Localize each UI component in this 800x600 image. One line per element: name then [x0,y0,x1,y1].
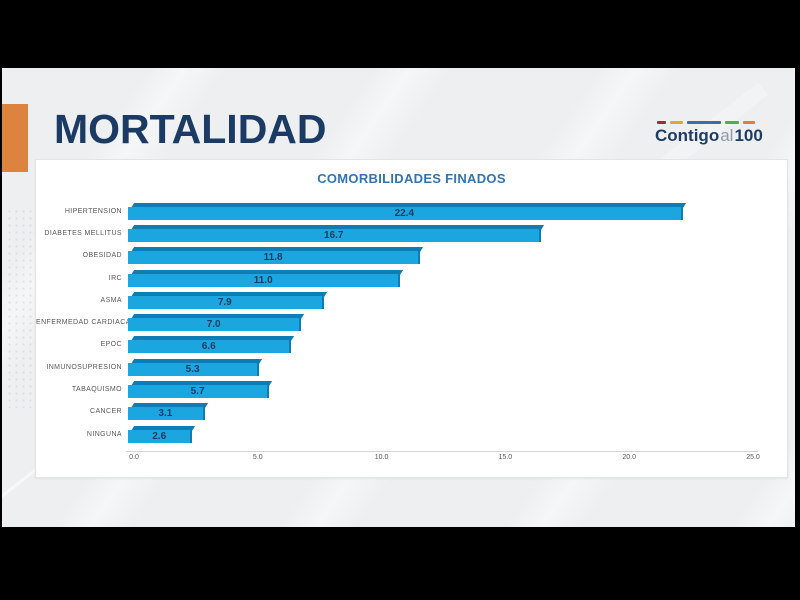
bar-bevel-side [679,206,683,220]
bar-value-label: 22.4 [394,207,415,219]
bar-value-label: 7.9 [217,296,232,308]
category-label: ENFERMEDAD CARDIACA [36,319,131,327]
bar-bevel-side [417,251,421,265]
bar: 2.6 [128,425,196,443]
chart-row: OBESIDAD 11.8 [36,245,781,267]
contigo-al-100-logo: Contigoal100 [655,120,765,146]
category-label: DIABETES MELLITUS [44,229,122,237]
category-label: TABAQUISMO [71,386,122,394]
chart-row: EPOC 6.6 [36,334,781,356]
bar-bevel-side [256,362,260,376]
chart-row: INMUNOSUPRESION 5.3 [36,356,781,378]
x-tick-label: 5.0 [252,454,263,461]
bar-face: 5.3 [128,362,258,376]
bar: 16.7 [128,224,545,242]
dash-darkred [657,120,666,124]
x-tick-label: 0.0 [129,454,139,461]
dash-blue [687,120,721,124]
bar: 22.4 [128,202,686,220]
logo-word-contigo: Contigo [655,126,720,145]
category-label: IRC [108,274,122,282]
bar-face: 11.8 [128,251,419,265]
x-tick-label: 20.0 [622,454,636,461]
bar-face: 11.0 [128,273,399,287]
chart-row: IRC 11.0 [36,267,781,289]
category-label: EPOC [100,341,122,349]
orange-accent-block [2,104,28,172]
chart-card: COMORBILIDADES FINADOS HIPERTENSION 22.4 D… [35,159,788,478]
bar: 6.6 [128,336,295,354]
bar-value-label: 3.1 [158,408,173,420]
logo-dashes [657,120,765,124]
category-label: INMUNOSUPRESION [46,363,122,371]
category-label: ASMA [100,296,122,304]
chart-row: ENFERMEDAD CARDIACA 7.0 [36,311,781,333]
chart-title: COMORBILIDADES FINADOS [317,171,506,186]
bar: 11.0 [128,269,404,287]
bar-face: 22.4 [128,206,681,220]
bar-face: 3.1 [128,407,203,421]
bar-face: 2.6 [128,429,191,443]
x-axis-ticks: 0.0 5.0 10.0 15.0 20.0 25.0 [36,454,787,466]
bar-chart: HIPERTENSION 22.4 DIABETES MELLITUS 16.7 OBE… [36,200,781,445]
bar-bevel-side [201,407,205,421]
slide: MORTALIDAD Contigoal100 COMORBILIDADES F… [2,68,795,527]
category-label: CANCER [90,408,122,416]
dash-green [725,120,739,124]
bar: 5.3 [128,358,263,376]
bar: 5.7 [128,381,273,399]
chart-row: CANCER 3.1 [36,401,781,423]
bar: 7.0 [128,314,305,332]
dash-amber [670,120,683,124]
bar-face: 16.7 [128,228,540,242]
category-label: HIPERTENSION [64,207,122,215]
bar-bevel-side [320,295,324,309]
bar-face: 7.0 [128,318,300,332]
dash-orange [743,120,755,124]
category-label: OBESIDAD [82,252,122,260]
x-tick-label: 10.0 [374,454,389,461]
bar-bevel-side [298,318,302,332]
bar-value-label: 5.7 [190,386,205,398]
bar-bevel-side [266,385,270,399]
x-tick-label: 15.0 [498,454,513,461]
logo-text: Contigoal100 [655,126,765,146]
bar-bevel-side [189,429,193,443]
bar: 11.8 [128,247,424,265]
chart-row: NINGUNA 2.6 [36,423,781,445]
chart-row: TABAQUISMO 5.7 [36,378,781,400]
chart-row: DIABETES MELLITUS 16.7 [36,222,781,244]
logo-word-al: al [720,126,734,145]
bar: 7.9 [128,291,327,309]
bar: 3.1 [128,403,208,421]
bar-value-label: 11.0 [253,274,273,286]
bar-value-label: 2.6 [152,430,167,442]
page-title: MORTALIDAD [54,106,327,152]
category-label: NINGUNA [86,430,122,438]
bar-value-label: 7.0 [206,319,221,331]
logo-word-100: 100 [734,126,763,145]
x-tick-label: 25.0 [746,454,760,461]
bar-value-label: 16.7 [324,229,344,241]
bar-face: 6.6 [128,340,290,354]
bar-value-label: 11.8 [263,252,283,264]
bar-face: 5.7 [128,385,268,399]
chart-row: ASMA 7.9 [36,289,781,311]
bar-value-label: 5.3 [185,363,200,375]
x-axis-line [126,451,758,452]
bar-bevel-side [288,340,292,354]
bar-face: 7.9 [128,295,322,309]
chart-row: HIPERTENSION 22.4 [36,200,781,222]
bar-bevel-side [538,228,542,242]
bar-value-label: 6.6 [201,341,216,353]
bar-bevel-side [397,273,401,287]
